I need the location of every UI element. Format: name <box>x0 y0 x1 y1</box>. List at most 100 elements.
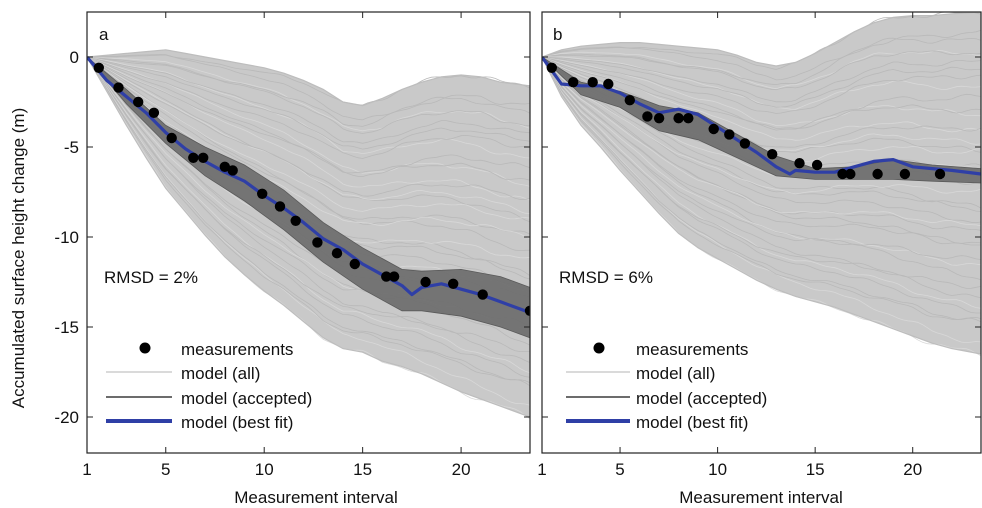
panel-b-model-all-trace <box>542 56 982 141</box>
panel-b-model-all-trace <box>542 56 981 246</box>
panel-a-model-all-trace <box>87 56 530 220</box>
panel-b-measurement-point <box>642 111 653 122</box>
panel-b-measurement-point <box>794 158 805 169</box>
panel-b-measurement-point <box>546 62 557 73</box>
panel-a-measurement-point <box>477 289 488 300</box>
y-axis-label: Accumulated surface height change (m) <box>9 108 28 409</box>
panel-a-model-all-trace <box>87 56 530 374</box>
panel-b-x-axis-label: Measurement interval <box>679 488 842 507</box>
panel-a-model-all-trace <box>87 56 530 200</box>
panel-b-model-all-trace <box>542 50 982 91</box>
panel-a-y-tick-label: 0 <box>70 48 79 67</box>
panel-b-measurement-point <box>934 168 946 180</box>
legend-measurements-marker <box>139 342 151 354</box>
panel-a-model-all-trace <box>87 56 530 353</box>
panel-a-measurement-point <box>524 305 530 316</box>
panel-a-model-all-trace <box>87 56 530 235</box>
panel-a-model-all-trace <box>87 56 530 181</box>
panel-a-plot-area <box>87 49 530 420</box>
panel-b-model-best-fit-line <box>542 56 982 176</box>
panel-b-x-tick-label: 15 <box>806 460 825 479</box>
panel-b-measurement-point <box>811 159 823 171</box>
panel-a-model-all-trace <box>87 56 530 384</box>
panel-a-y-tick-label: -5 <box>64 138 79 157</box>
panel-a-measurement-point <box>133 96 144 108</box>
legend-model-accepted-label: model (accepted) <box>181 389 312 408</box>
panel-b-model-all-trace <box>542 56 982 153</box>
panel-a-model-all-trace <box>87 56 530 378</box>
panel-b-model-all-top-trace <box>542 12 982 67</box>
panel-a-model-all-trace <box>87 56 530 134</box>
panel-a-measurement-point <box>274 201 286 212</box>
panel-a-measurement-point <box>257 188 268 199</box>
panel-a-model-all-trace <box>87 56 530 127</box>
panel-a-measurement-point <box>198 152 209 163</box>
panel-a-x-axis-label: Measurement interval <box>234 488 397 507</box>
panel-a-model-all-trace <box>87 56 530 150</box>
panel-b-rmsd-annotation: RMSD = 6% <box>559 268 653 287</box>
panel-a-measurement-point <box>148 107 160 119</box>
panel-a-model-all-trace <box>87 56 530 174</box>
panel-b-model-all-trace <box>542 56 982 323</box>
panel-a-ticks: 1 5 10 15 200-5-10-15-20 <box>54 12 530 479</box>
legend-b-model-accepted-label: model (accepted) <box>636 389 767 408</box>
panel-a-label: a <box>99 25 109 44</box>
panel-a-x-tick-label: 10 <box>255 460 274 479</box>
panel-b-model-all-trace <box>542 56 982 260</box>
panel-a-model-accepted-band <box>87 56 530 339</box>
panel-b-x-tick-label: 10 <box>708 460 727 479</box>
panel-a-model-all-trace <box>87 56 530 214</box>
legend-b-model-all-label: model (all) <box>636 364 715 383</box>
panel-b-measurement-point <box>587 77 598 88</box>
panel-b-model-all-trace <box>542 12 982 70</box>
panel-b-model-all-trace <box>542 56 982 114</box>
panel-a-measurement-point <box>188 152 199 163</box>
panel-b-measurement-point <box>708 123 719 135</box>
panel-b-model-all-trace <box>542 56 982 320</box>
panel-b-model-all-trace <box>542 56 982 131</box>
panel-a-model-all-trace <box>87 56 530 406</box>
legend-model-all-label: model (all) <box>181 364 260 383</box>
panel-a-measurement-point <box>219 161 230 172</box>
panel-b-model-all-trace <box>542 56 982 227</box>
panel-a-measurement-point <box>312 237 323 248</box>
panel-a-measurement-point <box>166 132 177 144</box>
panel-a-model-best-fit-line <box>87 55 530 315</box>
panel-a-measurement-point <box>388 271 400 282</box>
panel-b-model-all-trace <box>542 56 982 110</box>
panel-a-measurement-point <box>349 258 360 270</box>
panel-b-model-all-trace <box>542 56 982 266</box>
panel-b-model-all-trace <box>542 50 982 90</box>
panel-b-measurement-point <box>739 138 751 149</box>
panel-a-measurement-point <box>448 278 459 289</box>
panel-b-plot-area <box>542 12 982 357</box>
panel-a-x-tick-label: 5 <box>161 460 170 479</box>
panel-b-measurement-point <box>724 129 735 140</box>
panel-b-x-tick-label: 20 <box>903 460 922 479</box>
panel-a-model-all-trace <box>87 56 530 387</box>
legend-model-best-fit-label: model (best fit) <box>181 413 293 432</box>
panel-a-model-all-trace <box>87 54 530 106</box>
panel-b-measurement-point <box>767 149 778 160</box>
panel-b-model-all-trace <box>542 56 982 231</box>
panel-b-measurement-point <box>624 95 635 106</box>
panel-b-model-all-trace <box>542 56 982 108</box>
panel-a-measurement-point <box>113 82 124 93</box>
panel-b-frame <box>541 11 982 454</box>
panel-b-legend: measurements model (all) model (accepted… <box>566 340 767 432</box>
panel-b-measurement-point <box>683 113 694 124</box>
panel-b-measurement-point <box>872 168 883 180</box>
panel-a-y-tick-label: -15 <box>54 318 79 337</box>
legend-measurements-label: measurements <box>181 340 293 359</box>
panel-a-model-all-trace <box>87 56 530 159</box>
panel-a-measurement-point <box>420 276 431 288</box>
panel-a-model-all-trace <box>87 56 530 240</box>
legend-b-model-best-fit-label: model (best fit) <box>636 413 748 432</box>
panel-b-measurement-point <box>603 78 614 90</box>
legend-b-measurements-label: measurements <box>636 340 748 359</box>
panel-b-model-all-trace <box>542 56 981 314</box>
legend-b-measurements-marker <box>593 342 605 354</box>
panel-a-measurement-point <box>331 248 343 259</box>
panel-a-legend: measurements model (all) model (accepted… <box>106 340 312 432</box>
